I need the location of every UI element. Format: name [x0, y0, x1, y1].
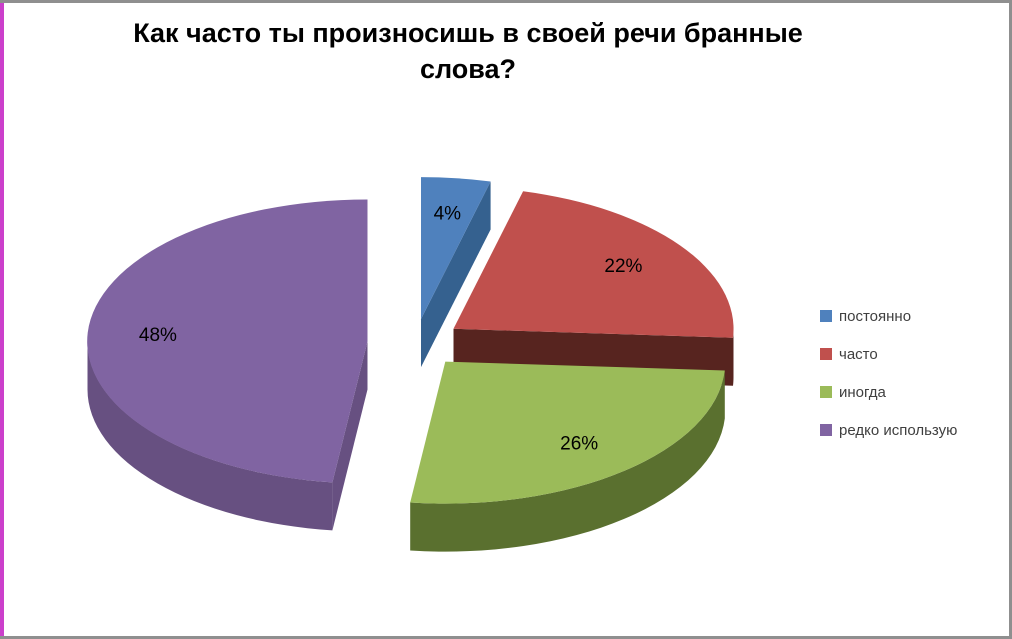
legend-label: редко использую — [839, 421, 958, 439]
legend-label: постоянно — [839, 307, 912, 325]
legend-item-постоянно: постоянно — [820, 306, 957, 326]
pie-slice-side-редко использую — [87, 341, 333, 531]
pie-slice-side-редко использую — [332, 341, 368, 531]
data-label-иногда: 26% — [560, 434, 598, 455]
pie-slice-side-иногда — [410, 370, 725, 552]
legend-swatch — [820, 424, 832, 436]
legend-swatch — [820, 386, 832, 398]
left-edge-strip — [0, 3, 4, 636]
data-label-редко использую: 48% — [139, 325, 177, 346]
pie-slice-side-постоянно — [421, 181, 491, 368]
legend-swatch — [820, 310, 832, 322]
legend-label: часто — [839, 345, 878, 363]
pie-3d-plot-area: 4% 22% 26% 48% — [87, 177, 734, 552]
pie-slice-часто[interactable] — [453, 191, 734, 338]
pie-slice-редко использую[interactable] — [87, 199, 368, 483]
legend-item-иногда: иногда — [820, 382, 957, 402]
pie-slice-иногда[interactable] — [410, 361, 725, 504]
chart-legend: постоянно часто иногда редко использую — [820, 306, 957, 458]
pie-slice-side-часто — [733, 328, 734, 386]
legend-swatch — [820, 348, 832, 360]
legend-item-часто: часто — [820, 344, 957, 364]
legend-label: иногда — [839, 383, 886, 401]
data-label-постоянно: 4% — [434, 203, 462, 224]
chart-title: Как часто ты произносишь в своей речи бр… — [133, 18, 803, 84]
pie-slice-постоянно[interactable] — [421, 177, 491, 320]
data-label-часто: 22% — [604, 256, 642, 277]
legend-item-редко использую: редко использую — [820, 420, 957, 440]
